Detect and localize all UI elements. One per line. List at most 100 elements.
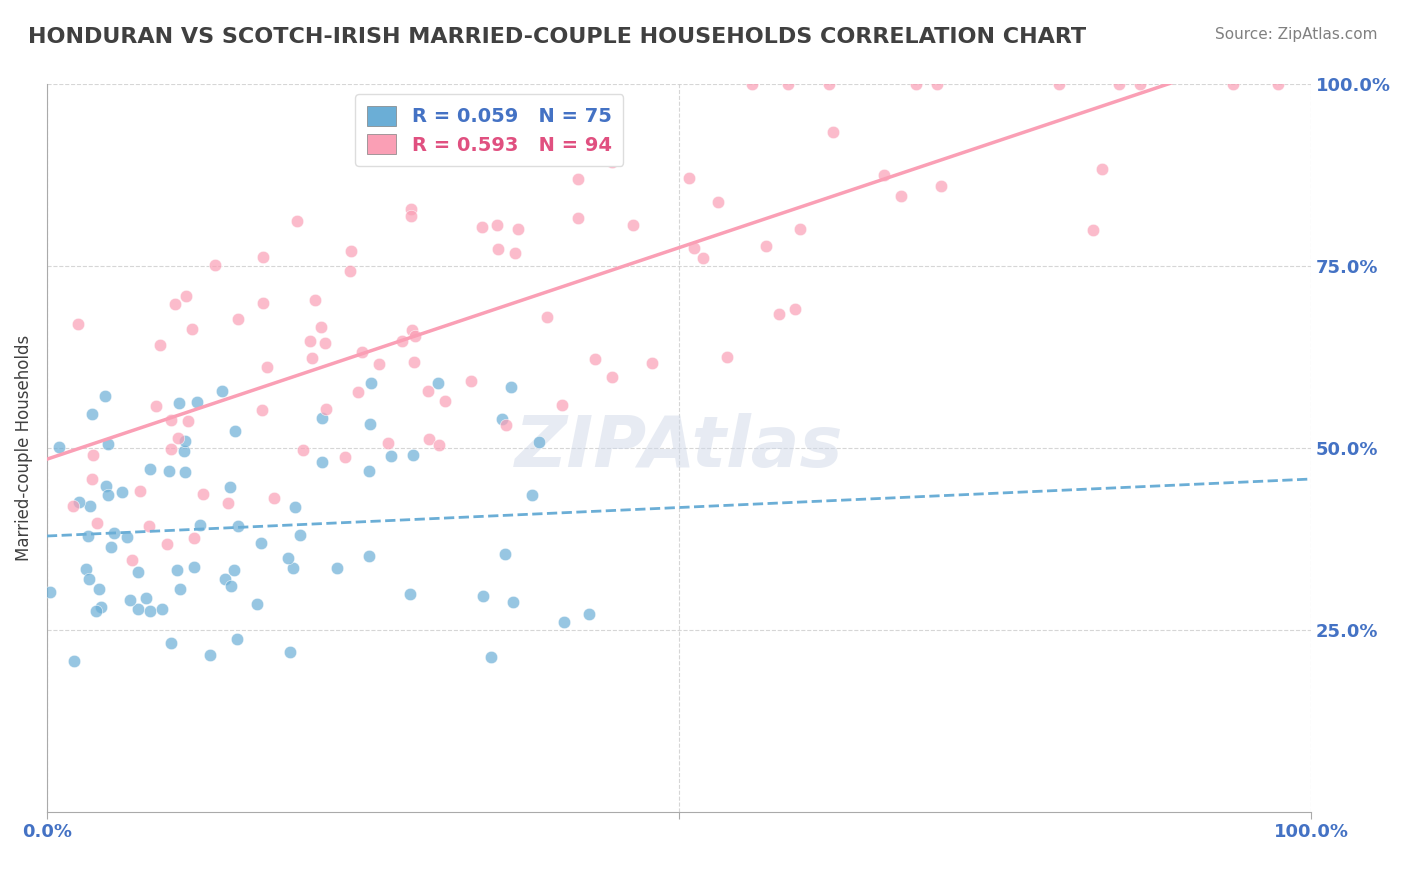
Scotch-Irish <box>399 209 422 223</box>
Scotch-Irish <box>339 263 361 277</box>
Scotch-Irish <box>252 403 274 417</box>
Scotch-Irish <box>789 222 811 236</box>
Hondurans <box>75 562 97 576</box>
Scotch-Irish <box>1267 78 1289 92</box>
Hondurans <box>174 465 197 479</box>
Scotch-Irish <box>416 384 439 398</box>
Scotch-Irish <box>495 418 517 433</box>
Hondurans <box>284 500 307 514</box>
Hondurans <box>398 586 420 600</box>
Scotch-Irish <box>505 246 527 260</box>
Hondurans <box>311 410 333 425</box>
Scotch-Irish <box>678 171 700 186</box>
Scotch-Irish <box>783 301 806 316</box>
Hondurans <box>222 563 245 577</box>
Hondurans <box>159 636 181 650</box>
Scotch-Irish <box>927 78 949 92</box>
Scotch-Irish <box>404 328 426 343</box>
Hondurans <box>97 488 120 502</box>
Scotch-Irish <box>508 221 530 235</box>
Scotch-Irish <box>86 516 108 530</box>
Scotch-Irish <box>486 242 509 256</box>
Hondurans <box>90 599 112 614</box>
Hondurans <box>48 440 70 454</box>
Hondurans <box>380 449 402 463</box>
Scotch-Irish <box>741 78 763 92</box>
Hondurans <box>86 603 108 617</box>
Scotch-Irish <box>252 250 274 264</box>
Hondurans <box>77 572 100 586</box>
Hondurans <box>183 559 205 574</box>
Hondurans <box>494 547 516 561</box>
Text: ZIPAtlas: ZIPAtlas <box>515 414 844 483</box>
Scotch-Irish <box>872 168 894 182</box>
Hondurans <box>166 563 188 577</box>
Scotch-Irish <box>159 413 181 427</box>
Hondurans <box>94 478 117 492</box>
Scotch-Irish <box>1222 78 1244 92</box>
Scotch-Irish <box>716 350 738 364</box>
Scotch-Irish <box>176 289 198 303</box>
Hondurans <box>214 572 236 586</box>
Hondurans <box>110 484 132 499</box>
Scotch-Irish <box>368 357 391 371</box>
Scotch-Irish <box>755 239 778 253</box>
Hondurans <box>246 598 269 612</box>
Hondurans <box>77 528 100 542</box>
Scotch-Irish <box>183 531 205 545</box>
Hondurans <box>426 376 449 390</box>
Scotch-Irish <box>890 189 912 203</box>
Scotch-Irish <box>301 351 323 365</box>
Scotch-Irish <box>256 360 278 375</box>
Scotch-Irish <box>1091 161 1114 176</box>
Hondurans <box>188 517 211 532</box>
Scotch-Irish <box>682 241 704 255</box>
Scotch-Irish <box>191 487 214 501</box>
Scotch-Irish <box>314 335 336 350</box>
Scotch-Irish <box>204 258 226 272</box>
Hondurans <box>135 591 157 605</box>
Scotch-Irish <box>402 355 425 369</box>
Hondurans <box>138 461 160 475</box>
Hondurans <box>218 480 240 494</box>
Scotch-Irish <box>707 195 730 210</box>
Scotch-Irish <box>768 307 790 321</box>
Scotch-Irish <box>1108 78 1130 92</box>
Scotch-Irish <box>471 219 494 234</box>
Scotch-Irish <box>166 431 188 445</box>
Hondurans <box>520 488 543 502</box>
Y-axis label: Married-couple Households: Married-couple Households <box>15 334 32 561</box>
Scotch-Irish <box>67 317 90 331</box>
Scotch-Irish <box>776 78 799 92</box>
Scotch-Irish <box>291 442 314 457</box>
Scotch-Irish <box>252 296 274 310</box>
Scotch-Irish <box>551 398 574 412</box>
Scotch-Irish <box>285 214 308 228</box>
Legend: R = 0.059   N = 75, R = 0.593   N = 94: R = 0.059 N = 75, R = 0.593 N = 94 <box>356 95 623 166</box>
Scotch-Irish <box>567 172 589 186</box>
Scotch-Irish <box>485 218 508 232</box>
Hondurans <box>502 595 524 609</box>
Hondurans <box>278 645 301 659</box>
Hondurans <box>39 585 62 599</box>
Hondurans <box>87 582 110 596</box>
Scotch-Irish <box>129 484 152 499</box>
Hondurans <box>311 455 333 469</box>
Hondurans <box>553 615 575 630</box>
Hondurans <box>281 561 304 575</box>
Hondurans <box>359 464 381 478</box>
Hondurans <box>472 590 495 604</box>
Hondurans <box>479 650 502 665</box>
Scotch-Irish <box>165 296 187 310</box>
Scotch-Irish <box>536 310 558 324</box>
Hondurans <box>79 500 101 514</box>
Scotch-Irish <box>401 323 423 337</box>
Scotch-Irish <box>399 202 422 216</box>
Scotch-Irish <box>929 179 952 194</box>
Hondurans <box>117 530 139 544</box>
Scotch-Irish <box>347 384 370 399</box>
Scotch-Irish <box>823 126 845 140</box>
Scotch-Irish <box>602 154 624 169</box>
Hondurans <box>67 495 90 509</box>
Scotch-Irish <box>121 553 143 567</box>
